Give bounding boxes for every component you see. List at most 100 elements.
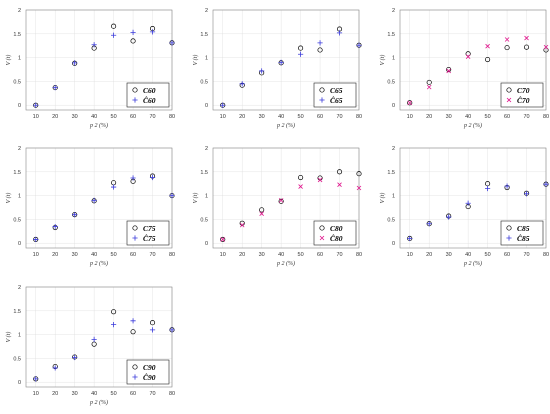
legend-box <box>313 220 357 246</box>
x-tick-label: 30 <box>446 114 452 120</box>
panel-1: 10 20 30 40 50 60 70 80 0 0.5 1 1.5 2 p 2 (%) V (t) C60… <box>5 8 175 129</box>
x-tick-label: 70 <box>149 114 155 120</box>
data-point-plus <box>130 29 136 35</box>
y-tick-label: 2 <box>392 8 395 14</box>
x-tick-label: 50 <box>485 114 491 120</box>
legend-box <box>126 359 170 385</box>
legend-box <box>126 82 170 108</box>
plot-frame <box>212 9 360 111</box>
x-tick-label: 80 <box>543 252 549 258</box>
legend-marker-circle <box>319 225 325 231</box>
x-axis-label: p 2 (%) <box>463 122 482 129</box>
data-point-plus <box>130 318 136 324</box>
x-tick-label: 50 <box>485 252 491 258</box>
data-point-plus <box>52 223 58 230</box>
y-tick-label: 1 <box>205 194 208 200</box>
legend-marker-circle <box>506 87 512 93</box>
data-point-circle <box>278 198 284 204</box>
y-axis-label: V (t) <box>192 193 199 204</box>
y-tick-label: 0.5 <box>387 79 395 85</box>
data-point-plus <box>317 40 323 46</box>
y-tick-label: 1 <box>392 56 395 62</box>
y-tick-label: 1 <box>18 333 21 339</box>
x-tick-label: 10 <box>33 391 39 397</box>
y-axis-label: V (t) <box>5 193 12 204</box>
x-tick-label: 80 <box>169 252 175 258</box>
data-point-circle <box>130 38 136 44</box>
y-tick-label: 0 <box>18 103 21 109</box>
data-point-plus <box>169 327 175 333</box>
x-tick-label: 60 <box>130 391 136 397</box>
x-tick-label: 30 <box>259 114 265 120</box>
legend-marker-circle <box>132 364 138 370</box>
legend-label: Ĉ70 <box>517 95 530 105</box>
data-point-cross <box>220 237 226 242</box>
x-tick-label: 10 <box>220 252 226 258</box>
data-point-circle <box>523 44 530 50</box>
y-tick-label: 2 <box>18 146 21 152</box>
x-tick-label: 60 <box>317 252 323 258</box>
y-axis-label: V (t) <box>192 55 199 66</box>
x-tick-label: 30 <box>72 252 78 258</box>
x-tick-label: 20 <box>426 252 432 258</box>
data-point-cross <box>524 35 529 41</box>
legend-label: Ĉ65 <box>330 95 343 105</box>
x-tick-label: 80 <box>169 391 175 397</box>
data-point-plus <box>465 200 471 206</box>
y-tick-label: 0 <box>205 241 208 247</box>
data-point-plus <box>298 51 304 57</box>
data-point-circle <box>220 236 226 242</box>
data-point-plus <box>111 32 117 38</box>
data-point-plus <box>336 30 343 36</box>
legend-label: Ĉ60 <box>143 95 156 105</box>
panel-7: 10 20 30 40 50 60 70 80 0 0.5 1 1.5 2 p 2 (%) V (t) C90… <box>5 285 175 406</box>
x-tick-label: 40 <box>278 252 284 258</box>
legend-marker-circle <box>506 225 512 231</box>
data-point-plus <box>169 193 175 199</box>
y-tick-label: 0 <box>205 103 208 109</box>
x-tick-label: 40 <box>465 114 471 120</box>
data-point-circle <box>485 56 491 63</box>
legend-box <box>500 220 544 246</box>
data-point-cross <box>259 211 264 216</box>
data-point-plus <box>33 376 39 382</box>
legend-label: C75 <box>143 224 156 233</box>
y-tick-label: 1.5 <box>387 170 395 176</box>
x-tick-label: 10 <box>33 252 39 258</box>
legend-label: Ĉ80 <box>330 233 343 243</box>
legend-marker-circle <box>132 225 138 231</box>
y-tick-label: 1 <box>205 56 208 62</box>
data-point-circle <box>298 45 304 51</box>
legend-marker-circle <box>319 87 325 93</box>
y-tick-label: 1.5 <box>13 170 21 176</box>
plot-frame <box>25 9 173 111</box>
data-point-cross <box>426 84 432 90</box>
y-tick-label: 1 <box>18 194 21 200</box>
plot-frame <box>25 286 173 388</box>
y-axis-label: V (t) <box>5 332 12 343</box>
x-tick-label: 30 <box>72 114 78 120</box>
x-tick-label: 80 <box>356 114 362 120</box>
x-axis-label: p 2 (%) <box>276 122 295 129</box>
panel-5: 10 20 30 40 50 60 70 80 0 0.5 1 1.5 2 p 2 (%) V (t) C80… <box>192 146 362 267</box>
data-point-plus <box>72 354 78 361</box>
legend-box <box>126 220 170 246</box>
x-tick-label: 70 <box>149 391 155 397</box>
plot-frame <box>212 147 360 249</box>
y-tick-label: 0.5 <box>200 79 208 85</box>
y-tick-label: 0 <box>18 380 21 386</box>
plot-frame <box>399 9 547 111</box>
data-point-plus <box>278 59 284 65</box>
data-point-plus <box>33 236 39 243</box>
x-tick-label: 40 <box>91 114 97 120</box>
panel-2: 10 20 30 40 50 60 70 80 0 0.5 1 1.5 2 p 2 (%) V (t) C65… <box>192 8 362 129</box>
y-tick-label: 0 <box>18 241 21 247</box>
data-point-plus <box>220 102 226 108</box>
y-tick-label: 2 <box>18 8 21 14</box>
data-point-cross <box>446 68 451 74</box>
y-tick-label: 0.5 <box>200 217 208 223</box>
data-point-plus <box>72 60 78 66</box>
data-point-circle <box>111 309 117 315</box>
legend-box <box>500 82 544 108</box>
